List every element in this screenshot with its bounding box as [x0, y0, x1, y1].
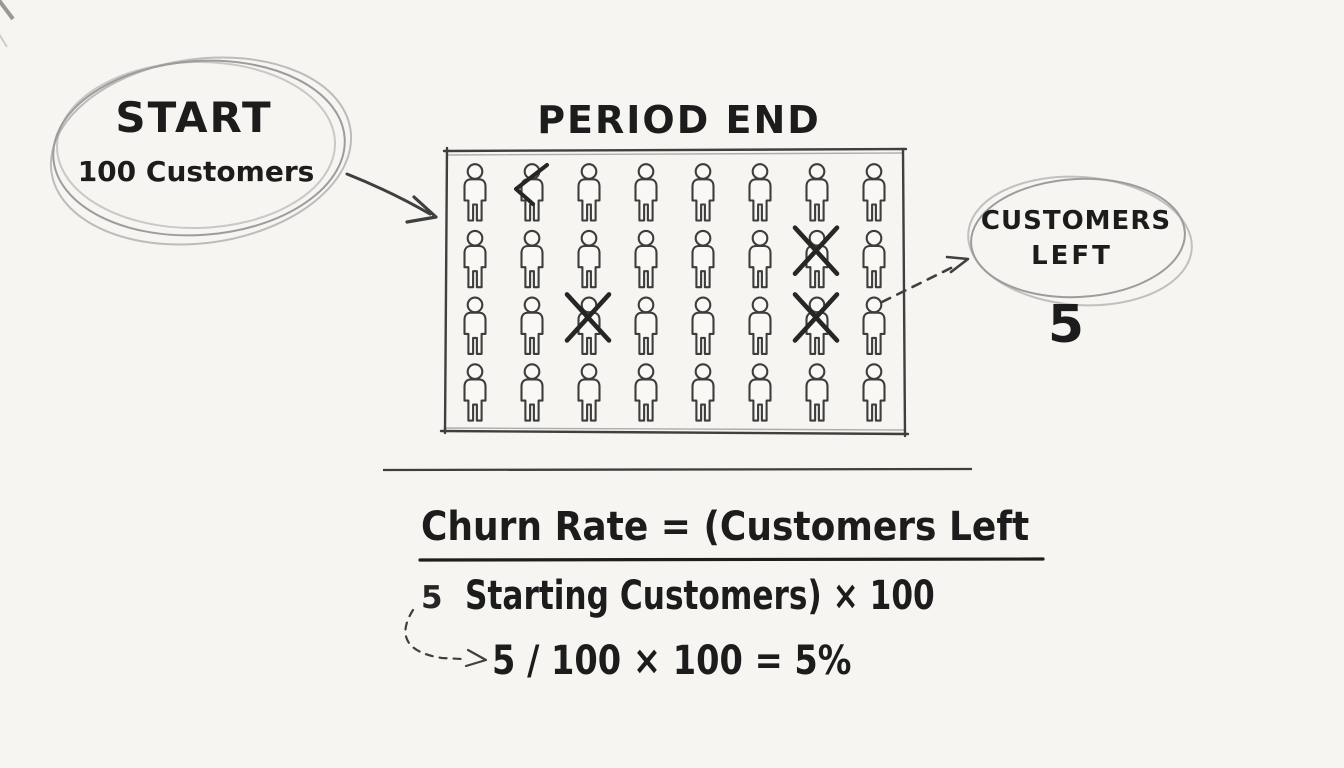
formula-denominator-prefix: 5	[421, 580, 443, 616]
person-icon	[463, 296, 487, 355]
person-icon	[748, 296, 772, 355]
person-icon	[634, 229, 658, 289]
person-icon	[748, 363, 772, 422]
person-icon	[691, 363, 715, 422]
customers-left-arrow	[880, 255, 970, 304]
customers-left-line2: LEFT	[1031, 241, 1113, 271]
start-subtitle: 100 Customers	[77, 155, 315, 188]
person-icon	[748, 229, 772, 289]
person-icon	[805, 163, 829, 222]
formula-denominator: Starting Customers) × 100	[465, 573, 935, 619]
start-title: START	[115, 93, 273, 142]
partial-x-mark-icon	[514, 163, 549, 206]
customers-left-oval	[967, 175, 1193, 307]
substitution-arrow	[404, 608, 488, 668]
person-icon	[805, 363, 829, 422]
person-icon	[691, 163, 715, 222]
person-icon	[463, 163, 487, 222]
separator-line	[382, 467, 973, 472]
person-icon	[862, 296, 886, 355]
customers-left-line1: CUSTOMERS	[980, 206, 1172, 236]
person-icon	[520, 229, 544, 289]
people-grid	[463, 163, 886, 422]
period-box	[439, 146, 910, 438]
person-icon	[463, 363, 487, 422]
period-end-title: PERIOD END	[537, 98, 821, 142]
person-icon	[862, 363, 886, 422]
person-icon	[463, 229, 487, 289]
person-icon	[577, 363, 601, 422]
person-icon	[577, 163, 601, 222]
fraction-bar	[418, 557, 1045, 562]
person-icon	[520, 363, 544, 422]
x-mark-icon	[792, 225, 840, 277]
start-oval	[49, 56, 353, 246]
person-icon	[634, 363, 658, 422]
person-icon	[634, 163, 658, 222]
person-icon	[691, 296, 715, 355]
person-icon	[748, 163, 772, 222]
person-icon	[862, 163, 886, 222]
customers-left-value: 5	[1047, 295, 1085, 355]
person-icon	[691, 229, 715, 289]
person-icon	[577, 229, 601, 289]
person-icon	[862, 229, 886, 289]
formula-numerator: Churn Rate = (Customers Left	[421, 504, 1030, 550]
x-mark-icon	[564, 292, 612, 343]
paper-corner-marks	[0, 0, 15, 48]
person-icon	[634, 296, 658, 355]
x-mark-icon	[792, 292, 840, 343]
formula-result: 5 / 100 × 100 = 5%	[492, 638, 852, 684]
start-arrow	[345, 172, 438, 224]
person-icon	[520, 296, 544, 355]
